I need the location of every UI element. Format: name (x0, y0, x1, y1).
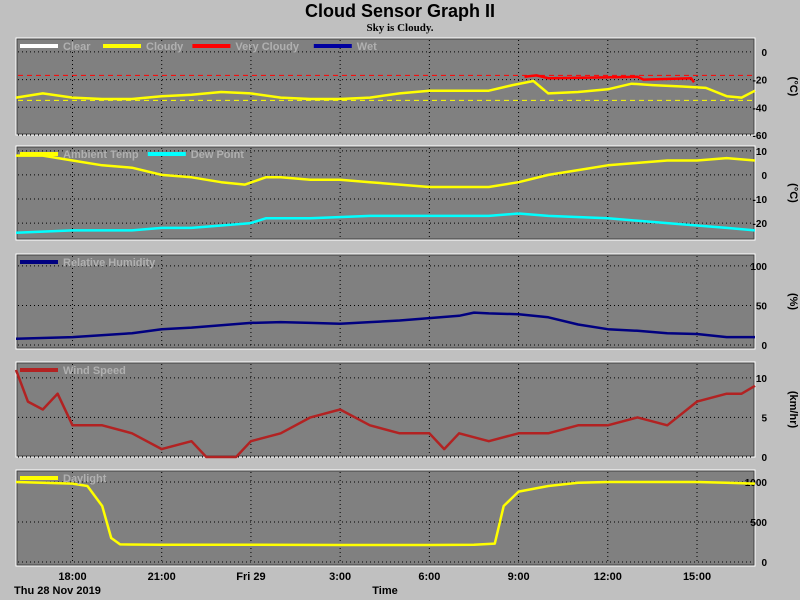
y-tick-label: -20 (753, 219, 768, 230)
x-axis-label: Time (372, 585, 397, 597)
panel-4: 10 5 0 (km/hr) Wind Speed (14, 361, 799, 464)
chart-subtitle: Sky is Cloudy. (366, 22, 434, 34)
y-tick-label: 10 (756, 147, 768, 158)
panel-background (15, 37, 756, 136)
panel-background (15, 145, 756, 241)
y-tick-label: 0 (761, 341, 767, 352)
y-axis-label: (km/hr) (787, 391, 799, 429)
y-axis-label: (%) (787, 293, 799, 310)
y-axis-label: (°C) (787, 183, 799, 203)
panel-1: 0 -20 -40 -60 (°C) Clear Cloudy Very Cloudy Wet (15, 37, 799, 142)
legend-label: Cloudy (146, 41, 184, 53)
y-tick-label: -10 (753, 195, 768, 206)
series-line-dew (15, 212, 756, 235)
x-tick-label: 21:00 (148, 571, 176, 583)
panel-5: 1000 500 0 Daylight (15, 469, 768, 569)
series-line-very_cloudy (524, 74, 696, 84)
x-tick-label: 6:00 (418, 571, 440, 583)
x-tick-label: 12:00 (594, 571, 622, 583)
panel-2: 10 0 -10 -20 (°C) Ambient Temp Dew Point (15, 145, 799, 241)
panel-background (15, 361, 756, 458)
legend-label: Wet (357, 41, 377, 53)
x-tick-label: 9:00 (508, 571, 530, 583)
panel-3: 100 50 0 (%) Relative Humidity (15, 253, 799, 352)
y-tick-label: -40 (753, 103, 768, 114)
legend-label: Clear (63, 41, 91, 53)
y-tick-label: 500 (750, 518, 767, 529)
y-tick-label: 0 (761, 558, 767, 569)
legend-label: Wind Speed (63, 365, 126, 377)
y-tick-label: 0 (761, 171, 767, 182)
chart-title: Cloud Sensor Graph II (304, 1, 496, 21)
y-tick-label: 50 (756, 301, 768, 312)
series-line-daylight (15, 480, 756, 547)
legend-label: Relative Humidity (63, 257, 156, 269)
y-tick-label: -60 (753, 131, 768, 142)
x-axis-start-date: Thu 28 Nov 2019 (14, 585, 101, 597)
x-tick-label: 18:00 (58, 571, 86, 583)
legend-label: Very Cloudy (235, 41, 299, 53)
legend-label: Ambient Temp (63, 149, 139, 161)
y-tick-label: 5 (761, 413, 767, 424)
x-tick-label: 3:00 (329, 571, 351, 583)
panel-inner-border (16, 362, 755, 457)
y-tick-label: 0 (761, 453, 767, 464)
y-axis-label: (°C) (787, 77, 799, 97)
y-tick-label: 100 (750, 262, 767, 273)
panel-background (15, 469, 756, 567)
series-line-wind (14, 369, 756, 459)
panel-inner-border (16, 470, 755, 566)
y-tick-label: 10 (756, 374, 768, 385)
legend-label: Dew Point (191, 149, 245, 161)
series-line-humidity (15, 311, 755, 340)
y-tick-label: 1000 (745, 478, 768, 489)
panel-inner-border (16, 254, 755, 349)
legend-label: Daylight (63, 473, 107, 485)
x-tick-label: 15:00 (683, 571, 711, 583)
series-line-cloudy (15, 79, 756, 101)
panel-inner-border (16, 38, 755, 135)
panel-inner-border (16, 146, 755, 240)
series-line-ambient (16, 154, 756, 189)
y-tick-label: -20 (753, 76, 768, 87)
x-tick-label: Fri 29 (236, 571, 265, 583)
y-tick-label: 0 (761, 48, 767, 59)
